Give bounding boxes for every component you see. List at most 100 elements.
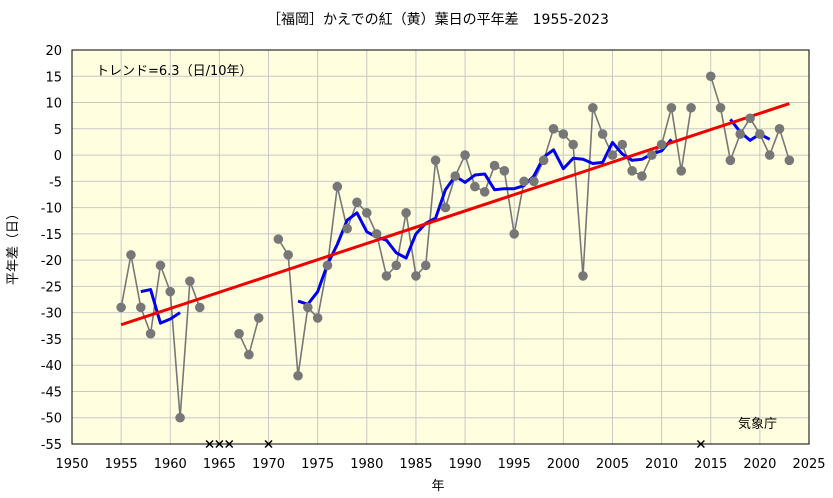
annual-point bbox=[607, 150, 618, 160]
annual-point bbox=[588, 102, 598, 113]
missing-year-marker bbox=[225, 439, 234, 449]
annual-point bbox=[185, 276, 195, 286]
y-tick-label: 15 bbox=[45, 70, 62, 85]
annual-point bbox=[116, 302, 126, 313]
annual-point bbox=[293, 370, 303, 381]
x-tick-label: 1990 bbox=[449, 457, 482, 472]
missing-year-marker bbox=[205, 439, 214, 449]
annual-point bbox=[342, 223, 352, 234]
y-tick-label: -55 bbox=[41, 438, 62, 453]
y-axis-label: 平年差（日） bbox=[6, 207, 21, 285]
source-label: 気象庁 bbox=[738, 416, 777, 432]
plot-frame bbox=[71, 49, 810, 445]
annual-point bbox=[558, 129, 569, 139]
annual-point bbox=[705, 71, 716, 82]
annual-point bbox=[322, 260, 333, 271]
annual-point bbox=[312, 313, 323, 323]
x-tick-label: 1985 bbox=[399, 457, 432, 472]
x-tick-label: 1960 bbox=[154, 457, 187, 472]
annual-point bbox=[617, 139, 628, 150]
annual-point bbox=[666, 102, 677, 113]
annual-point bbox=[784, 155, 795, 166]
y-tick-label: -35 bbox=[41, 333, 62, 348]
annual-point bbox=[234, 328, 244, 339]
x-tick-label: 1970 bbox=[252, 457, 285, 472]
annual-point bbox=[529, 176, 539, 187]
trend-annotation: トレンド=6.3（日/10年） bbox=[96, 64, 253, 79]
annual-point bbox=[420, 260, 431, 271]
annual-point bbox=[135, 302, 146, 313]
annual-point bbox=[509, 229, 519, 239]
series-layer bbox=[116, 71, 795, 449]
annual-point bbox=[273, 234, 284, 244]
annual-point bbox=[145, 328, 156, 339]
x-tick-label: 1955 bbox=[105, 457, 138, 472]
x-tick-label: 2015 bbox=[694, 457, 727, 472]
annual-point bbox=[430, 155, 441, 166]
annual-point bbox=[450, 171, 461, 181]
annual-point bbox=[371, 229, 382, 239]
annual-point bbox=[489, 160, 500, 171]
annual-point bbox=[194, 302, 205, 313]
y-tick-label: -30 bbox=[41, 307, 62, 322]
annual-point bbox=[764, 150, 775, 160]
y-tick-label: -15 bbox=[41, 228, 62, 243]
annual-point bbox=[755, 129, 765, 139]
x-tick-label: 1950 bbox=[55, 457, 88, 472]
y-tick-label: -20 bbox=[41, 254, 62, 269]
annual-point bbox=[568, 139, 578, 150]
annual-point bbox=[401, 208, 411, 218]
annual-point bbox=[479, 187, 490, 197]
annual-point bbox=[253, 313, 264, 323]
annual-point bbox=[656, 139, 667, 150]
annual-point bbox=[391, 260, 402, 271]
annual-point bbox=[676, 166, 687, 176]
plot-background bbox=[72, 50, 809, 444]
y-tick-label: 10 bbox=[45, 97, 62, 112]
y-tick-label: 5 bbox=[54, 123, 62, 138]
x-tick-label: 1975 bbox=[301, 457, 334, 472]
missing-year-marker bbox=[215, 439, 224, 449]
y-axis: 20 15 10 5 0 -5 -10 -15 -20 -25 -30 -35 -40 -45 -50 -55 bbox=[41, 44, 62, 453]
annual-point bbox=[538, 155, 549, 166]
y-tick-label: -45 bbox=[41, 385, 62, 400]
y-tick-label: 0 bbox=[54, 149, 62, 164]
annual-point bbox=[175, 412, 185, 423]
x-tick-label: 2020 bbox=[743, 457, 776, 472]
annual-point bbox=[725, 155, 736, 166]
annual-point bbox=[411, 271, 421, 281]
x-tick-label: 2010 bbox=[645, 457, 678, 472]
annual-point bbox=[244, 349, 254, 360]
missing-year-marker bbox=[696, 439, 705, 449]
running-mean-line bbox=[140, 288, 181, 325]
y-tick-label: 20 bbox=[45, 44, 62, 59]
annual-point bbox=[165, 286, 176, 297]
x-tick-label: 1980 bbox=[350, 457, 383, 472]
annual-point bbox=[519, 176, 529, 187]
annual-point bbox=[283, 250, 293, 260]
annual-point bbox=[745, 113, 755, 124]
annual-point bbox=[470, 181, 480, 192]
annual-point bbox=[597, 129, 608, 139]
x-tick-label: 1965 bbox=[203, 457, 236, 472]
annual-point bbox=[332, 181, 343, 192]
annual-point bbox=[686, 102, 696, 113]
y-tick-label: -50 bbox=[41, 412, 62, 427]
annual-point bbox=[715, 102, 726, 113]
x-tick-label: 2005 bbox=[596, 457, 629, 472]
annual-point bbox=[352, 197, 362, 208]
annual-point bbox=[578, 271, 588, 281]
trend-line bbox=[120, 102, 790, 327]
annual-point bbox=[548, 124, 559, 134]
y-tick-label: -40 bbox=[41, 359, 62, 374]
annual-point bbox=[637, 171, 647, 181]
y-tick-label: -5 bbox=[49, 175, 62, 190]
annual-point bbox=[646, 150, 657, 160]
x-tick-label: 2000 bbox=[547, 457, 580, 472]
annual-point bbox=[303, 302, 313, 313]
annual-point bbox=[381, 271, 392, 281]
x-tick-label: 1995 bbox=[498, 457, 531, 472]
y-tick-label: -10 bbox=[41, 202, 62, 217]
annual-point bbox=[460, 150, 470, 160]
